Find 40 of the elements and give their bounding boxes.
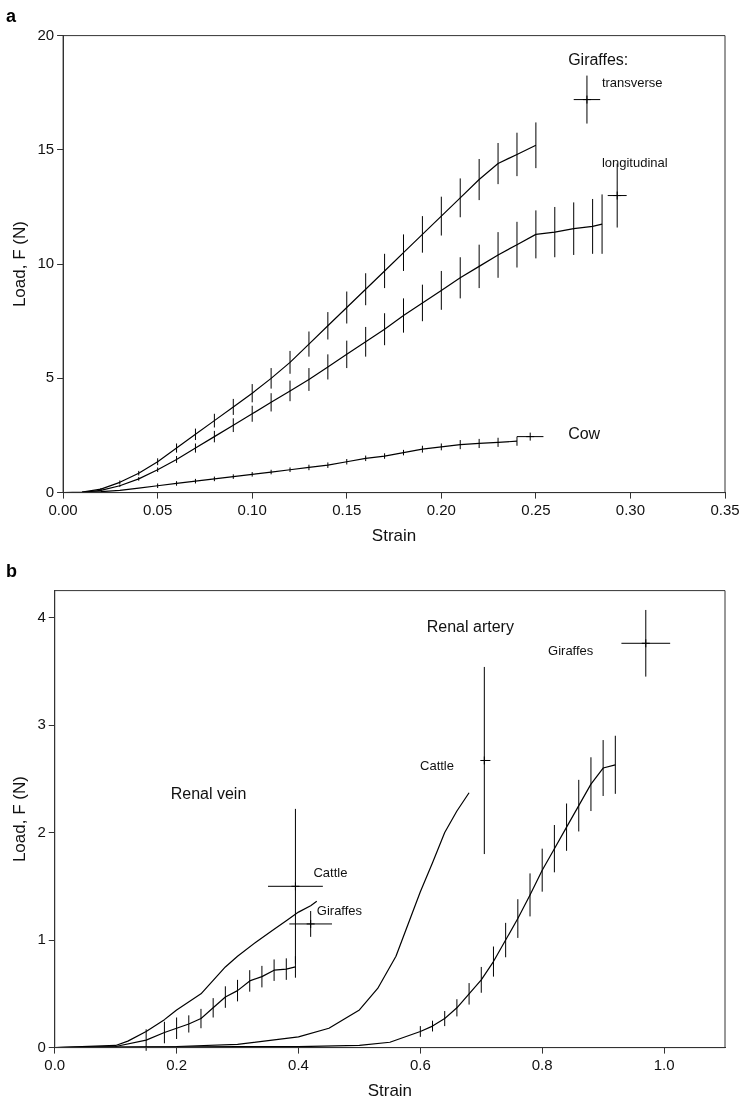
x-tick-label: 0.25 xyxy=(521,500,551,518)
x-tick-label: 0.6 xyxy=(409,1055,431,1073)
y-tick-label: 0 xyxy=(37,1037,46,1055)
x-tick-label: 0.00 xyxy=(48,500,78,518)
x-tick-label: 0.05 xyxy=(143,500,173,518)
y-tick-label: 5 xyxy=(45,368,55,386)
x-axis-title: Strain xyxy=(367,1081,413,1101)
y-axis-title: Load, F (N) xyxy=(9,221,29,308)
y-tick-label: 4 xyxy=(37,607,46,625)
annotation: Giraffes xyxy=(548,643,594,659)
y-tick-label: 2 xyxy=(37,822,46,840)
y-tick-label: 0 xyxy=(45,482,55,500)
annotation: Cattle xyxy=(313,865,348,881)
annotation: Giraffes xyxy=(316,902,363,918)
annotation: Cow xyxy=(568,424,601,442)
chart-title: a xyxy=(6,5,17,26)
x-tick-label: 0.4 xyxy=(288,1055,309,1073)
annotation: Renal vein xyxy=(170,785,247,803)
x-tick-label: 0.10 xyxy=(237,500,267,518)
x-tick-label: 0.2 xyxy=(166,1055,188,1073)
annotation: Renal artery xyxy=(426,618,514,636)
x-tick-label: 0.0 xyxy=(44,1055,66,1073)
x-tick-label: 0.8 xyxy=(531,1055,553,1073)
annotation: Giraffes: xyxy=(568,51,629,69)
chart-title: b xyxy=(6,560,17,581)
y-tick-label: 15 xyxy=(37,139,55,157)
annotation: longitudinal xyxy=(601,155,668,171)
y-axis-title: Load, F (N) xyxy=(9,776,29,863)
x-axis-title: Strain xyxy=(371,526,417,546)
y-tick-label: 1 xyxy=(37,930,46,948)
x-tick-label: 1.0 xyxy=(653,1055,675,1073)
y-tick-label: 3 xyxy=(37,715,46,733)
annotation: transverse xyxy=(601,75,663,91)
x-tick-label: 0.30 xyxy=(615,500,646,518)
annotation: Cattle xyxy=(420,757,454,773)
y-tick-label: 20 xyxy=(37,25,55,43)
y-tick-label: 10 xyxy=(37,254,55,272)
x-tick-label: 0.15 xyxy=(332,500,362,518)
x-tick-label: 0.20 xyxy=(426,500,456,518)
x-tick-label: 0.35 xyxy=(710,500,740,518)
